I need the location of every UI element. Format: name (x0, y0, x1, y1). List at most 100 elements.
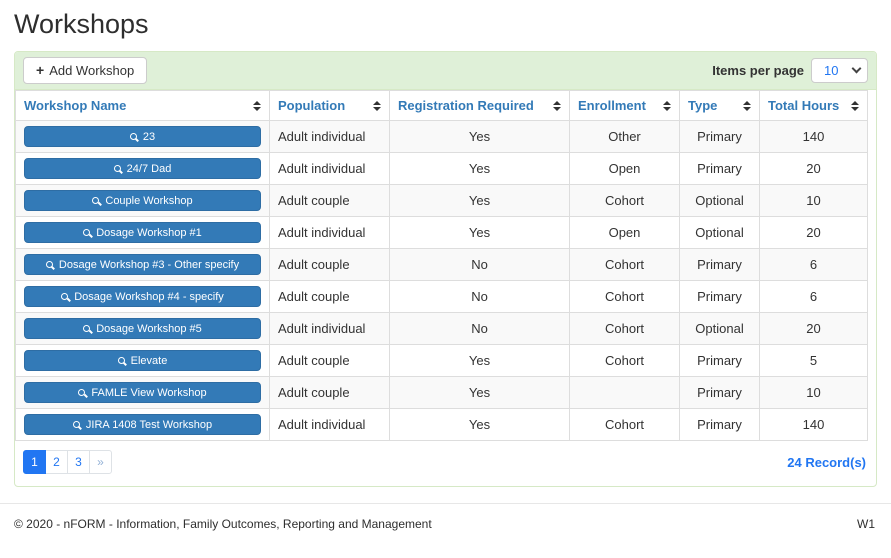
workshop-name-cell: Elevate (15, 344, 270, 377)
column-header-content: Type (688, 98, 751, 113)
search-icon (83, 229, 91, 236)
table-row: Elevate Adult couple Yes Cohort Primary 5 (15, 344, 868, 377)
workshop-open-button[interactable]: Couple Workshop (24, 190, 261, 211)
enrollment-cell: Open (569, 152, 680, 185)
column-header-population[interactable]: Population (269, 90, 390, 121)
total-hours-cell: 20 (759, 312, 868, 345)
column-header-type[interactable]: Type (679, 90, 760, 121)
type-cell: Primary (679, 408, 760, 441)
sort-icon[interactable] (553, 101, 561, 111)
enrollment-cell: Other (569, 120, 680, 153)
table-row: FAMLE View Workshop Adult couple Yes Primar… (15, 376, 868, 409)
population-cell: Adult couple (269, 376, 390, 409)
population-cell: Adult couple (269, 184, 390, 217)
column-header-workshop-name[interactable]: Workshop Name (15, 90, 270, 121)
workshop-open-button[interactable]: JIRA 1408 Test Workshop (24, 414, 261, 435)
workshop-name-cell: Dosage Workshop #3 - Other specify (15, 248, 270, 281)
sort-icon[interactable] (851, 101, 859, 111)
column-header-content: Population (278, 98, 381, 113)
enrollment-cell: Cohort (569, 280, 680, 313)
workshop-name-cell: FAMLE View Workshop (15, 376, 270, 409)
pager-page-button[interactable]: 3 (67, 450, 90, 474)
type-cell: Primary (679, 248, 760, 281)
total-hours-cell: 10 (759, 376, 868, 409)
workshop-name-cell: Dosage Workshop #4 - specify (15, 280, 270, 313)
type-cell: Optional (679, 216, 760, 249)
workshop-open-button[interactable]: Elevate (24, 350, 261, 371)
type-cell: Optional (679, 312, 760, 345)
workshop-open-button[interactable]: 24/7 Dad (24, 158, 261, 179)
workshop-name-label: Elevate (130, 354, 168, 367)
column-header-content: Enrollment (578, 98, 671, 113)
panel-body: Workshop Name Population Registration Requ… (15, 90, 876, 486)
registration-required-cell: Yes (389, 152, 570, 185)
workshop-name-label: Dosage Workshop #1 (96, 226, 202, 239)
workshop-open-button[interactable]: FAMLE View Workshop (24, 382, 261, 403)
population-cell: Adult individual (269, 312, 390, 345)
population-cell: Adult individual (269, 152, 390, 185)
table-row: Couple Workshop Adult couple Yes Cohort Opti… (15, 184, 868, 217)
sort-icon[interactable] (663, 101, 671, 111)
workshop-open-button[interactable]: 23 (24, 126, 261, 147)
enrollment-cell: Cohort (569, 312, 680, 345)
enrollment-cell: Cohort (569, 184, 680, 217)
workshop-open-button[interactable]: Dosage Workshop #4 - specify (24, 286, 261, 307)
page-root: Workshops Add Workshop Items per page 10… (0, 0, 891, 487)
footer-copyright: © 2020 - nFORM - Information, Family Out… (14, 517, 432, 531)
add-workshop-button[interactable]: Add Workshop (23, 57, 148, 84)
workshop-name-cell: JIRA 1408 Test Workshop (15, 408, 270, 441)
population-cell: Adult individual (269, 120, 390, 153)
table-row: Dosage Workshop #1 Adult individual Yes Ope… (15, 216, 868, 249)
sort-icon[interactable] (743, 101, 751, 111)
workshop-name-cell: 23 (15, 120, 270, 153)
pager-next-button[interactable]: » (89, 450, 112, 474)
workshop-name-label: Dosage Workshop #4 - specify (74, 290, 224, 303)
registration-required-cell: Yes (389, 184, 570, 217)
footer: © 2020 - nFORM - Information, Family Out… (0, 504, 891, 531)
pager-page-button[interactable]: 2 (45, 450, 68, 474)
population-cell: Adult couple (269, 280, 390, 313)
table-row: Dosage Workshop #5 Adult individual No Coho… (15, 312, 868, 345)
workshop-open-button[interactable]: Dosage Workshop #5 (24, 318, 261, 339)
table-row: Dosage Workshop #4 - specify Adult couple… (15, 280, 868, 313)
sort-icon[interactable] (253, 101, 261, 111)
workshop-open-button[interactable]: Dosage Workshop #1 (24, 222, 261, 243)
search-icon (83, 325, 91, 332)
total-hours-cell: 5 (759, 344, 868, 377)
chevron-down-icon (851, 63, 862, 74)
workshop-name-label: FAMLE View Workshop (91, 386, 207, 399)
workshop-name-label: 24/7 Dad (126, 162, 172, 175)
pager: 1 2 3» (23, 450, 112, 474)
column-header-registration-required[interactable]: Registration Required (389, 90, 570, 121)
workshop-name-label: Couple Workshop (105, 194, 193, 207)
column-header-label: Population (278, 98, 346, 113)
panel-toolbar: Add Workshop Items per page 10 (15, 52, 876, 90)
pager-page-button[interactable]: 1 (23, 450, 46, 474)
column-header-total-hours[interactable]: Total Hours (759, 90, 868, 121)
workshop-name-cell: Dosage Workshop #5 (15, 312, 270, 345)
column-header-enrollment[interactable]: Enrollment (569, 90, 680, 121)
workshop-name-cell: 24/7 Dad (15, 152, 270, 185)
workshops-panel: Add Workshop Items per page 10 Workshop … (14, 51, 877, 487)
record-count: 24 Record(s) (787, 454, 866, 470)
population-cell: Adult individual (269, 216, 390, 249)
column-header-content: Workshop Name (24, 98, 261, 113)
registration-required-cell: Yes (389, 120, 570, 153)
registration-required-cell: Yes (389, 376, 570, 409)
search-icon (113, 165, 121, 172)
total-hours-cell: 6 (759, 280, 868, 313)
table-row: 23 Adult individual Yes Other Primary 140 (15, 120, 868, 153)
search-icon (72, 421, 80, 428)
sort-icon[interactable] (373, 101, 381, 111)
workshop-name-label: Dosage Workshop #5 (96, 322, 202, 335)
page-title: Workshops (14, 9, 149, 39)
search-icon (45, 261, 53, 268)
search-icon (61, 293, 69, 300)
workshop-name-label: Dosage Workshop #3 - Other specify (58, 258, 240, 271)
population-cell: Adult individual (269, 408, 390, 441)
column-header-label: Enrollment (578, 98, 646, 113)
items-per-page-select[interactable]: 10 (811, 58, 868, 83)
total-hours-cell: 140 (759, 120, 868, 153)
workshop-open-button[interactable]: Dosage Workshop #3 - Other specify (24, 254, 261, 275)
total-hours-cell: 20 (759, 152, 868, 185)
